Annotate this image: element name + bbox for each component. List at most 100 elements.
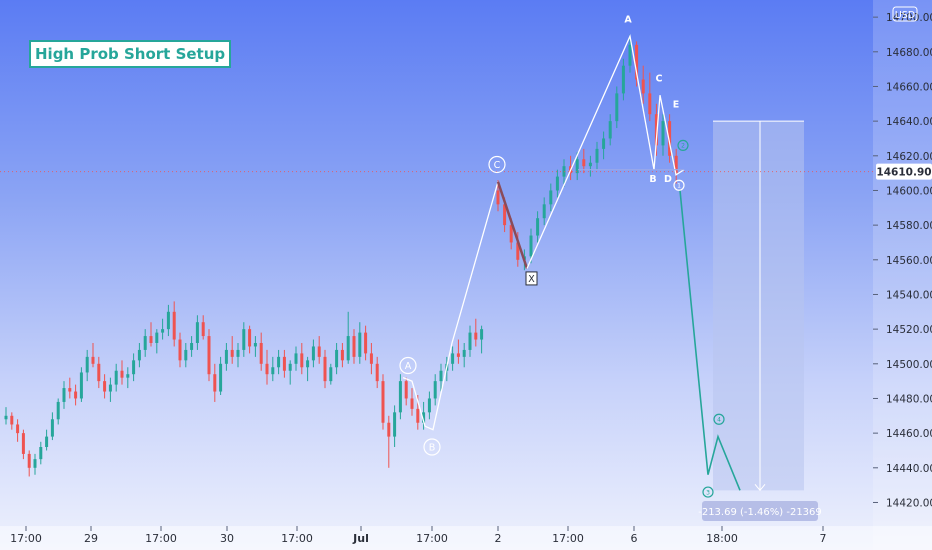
y-tick-label: 14580.00 — [886, 220, 932, 232]
currency-badge: USD — [895, 10, 915, 21]
pattern-label-e: E — [673, 99, 680, 110]
candle-late-body — [641, 79, 645, 94]
pattern-label-c: C — [656, 73, 663, 84]
x-tick-label: 30 — [220, 532, 234, 545]
candle-body — [39, 447, 43, 460]
x-tick-label: 2 — [495, 532, 502, 545]
candle-body — [358, 332, 362, 357]
xabcd-pattern-line — [526, 33, 685, 269]
candle-body — [248, 329, 252, 347]
x-tick-label: 17:00 — [281, 532, 313, 545]
measure-text: -213.69 (-1.46%) -21369 — [698, 507, 822, 518]
candle-late-body — [635, 44, 639, 80]
candle-late-body — [529, 235, 533, 257]
candle-body — [184, 349, 188, 361]
candle-body — [340, 349, 344, 361]
x-tick-label: 29 — [84, 532, 98, 545]
x-tick-label: 17:00 — [416, 532, 448, 545]
candle-body — [433, 381, 437, 399]
projection-path — [679, 190, 741, 491]
candle-late-body — [621, 65, 625, 94]
candle-body — [311, 346, 315, 361]
x-tick-label: 18:00 — [706, 532, 738, 545]
candle-late-body — [542, 204, 546, 219]
candle-body — [253, 343, 257, 347]
candle-body — [45, 436, 49, 447]
y-tick-label: 14520.00 — [886, 324, 932, 336]
candle-late-body — [582, 159, 586, 167]
impulse-label-4-ring — [713, 413, 725, 425]
candle-body — [427, 398, 431, 413]
y-tick-label: 14560.00 — [886, 255, 932, 267]
wave-label-a-ring — [399, 356, 417, 375]
candle-body — [10, 415, 14, 425]
impulse-label-1: 1 — [677, 183, 681, 190]
currency-badge-frame — [892, 6, 918, 22]
abc-wave-line — [402, 181, 499, 431]
candle-body — [462, 349, 466, 357]
candle-body — [56, 401, 60, 420]
candle-body — [190, 343, 194, 350]
candle-body — [352, 336, 356, 357]
price-axis-panel — [873, 0, 932, 550]
candle-body — [393, 412, 397, 437]
wave-label-b: B — [429, 443, 436, 454]
candle-body — [346, 336, 350, 361]
pattern-label-x: X — [528, 274, 535, 285]
candle-body — [282, 356, 286, 371]
measure-tag — [702, 501, 818, 521]
candle-body — [265, 363, 269, 375]
y-tick-label: 14620.00 — [886, 151, 932, 163]
candle-body — [416, 408, 420, 423]
y-tick-label: 14680.00 — [886, 47, 932, 59]
candle-body — [422, 412, 426, 423]
candle-late-body — [575, 159, 579, 174]
candle-body — [451, 353, 455, 364]
candle-body — [369, 353, 373, 364]
impulse-label-1-ring — [673, 179, 685, 191]
candle-body — [387, 422, 391, 437]
candle-body — [294, 353, 298, 364]
candle-body — [16, 424, 20, 434]
candle-late-body — [661, 121, 665, 146]
candle-body — [207, 336, 211, 375]
candle-body — [33, 459, 37, 468]
candle-body — [213, 374, 217, 392]
candle-body — [242, 329, 246, 350]
candle-body — [364, 332, 368, 354]
candle-body — [132, 360, 136, 375]
candle-body — [456, 353, 460, 357]
candle-body — [439, 370, 443, 382]
time-axis-panel — [0, 526, 932, 550]
candle-body — [329, 367, 333, 382]
candle-body — [161, 329, 165, 333]
candle-body — [277, 356, 281, 368]
candle-late-body — [536, 218, 540, 236]
candle-body — [172, 311, 176, 340]
candle-late-body — [648, 93, 652, 115]
candle-body — [155, 332, 159, 343]
candle-late-body — [496, 190, 500, 205]
candle-body — [62, 388, 66, 402]
candle-body — [166, 311, 170, 330]
candle-body — [230, 349, 234, 357]
candle-body — [236, 349, 240, 357]
y-tick-label: 14660.00 — [886, 81, 932, 93]
candle-body — [137, 349, 141, 361]
candle-body — [97, 363, 101, 382]
candle-body — [91, 356, 95, 364]
x-tick-label: 6 — [631, 532, 638, 545]
candle-body — [271, 367, 275, 375]
candle-late-body — [615, 93, 619, 122]
candle-late-body — [509, 225, 513, 243]
candle-body — [114, 370, 118, 385]
chart-title: High Prob Short Setup — [35, 45, 226, 63]
candle-body — [201, 322, 205, 337]
candle-body — [224, 349, 228, 364]
wave-label-c-ring — [488, 155, 506, 174]
candle-late-body — [595, 148, 599, 163]
impulse-label-2-ring — [677, 139, 689, 151]
candle-body — [300, 353, 304, 368]
